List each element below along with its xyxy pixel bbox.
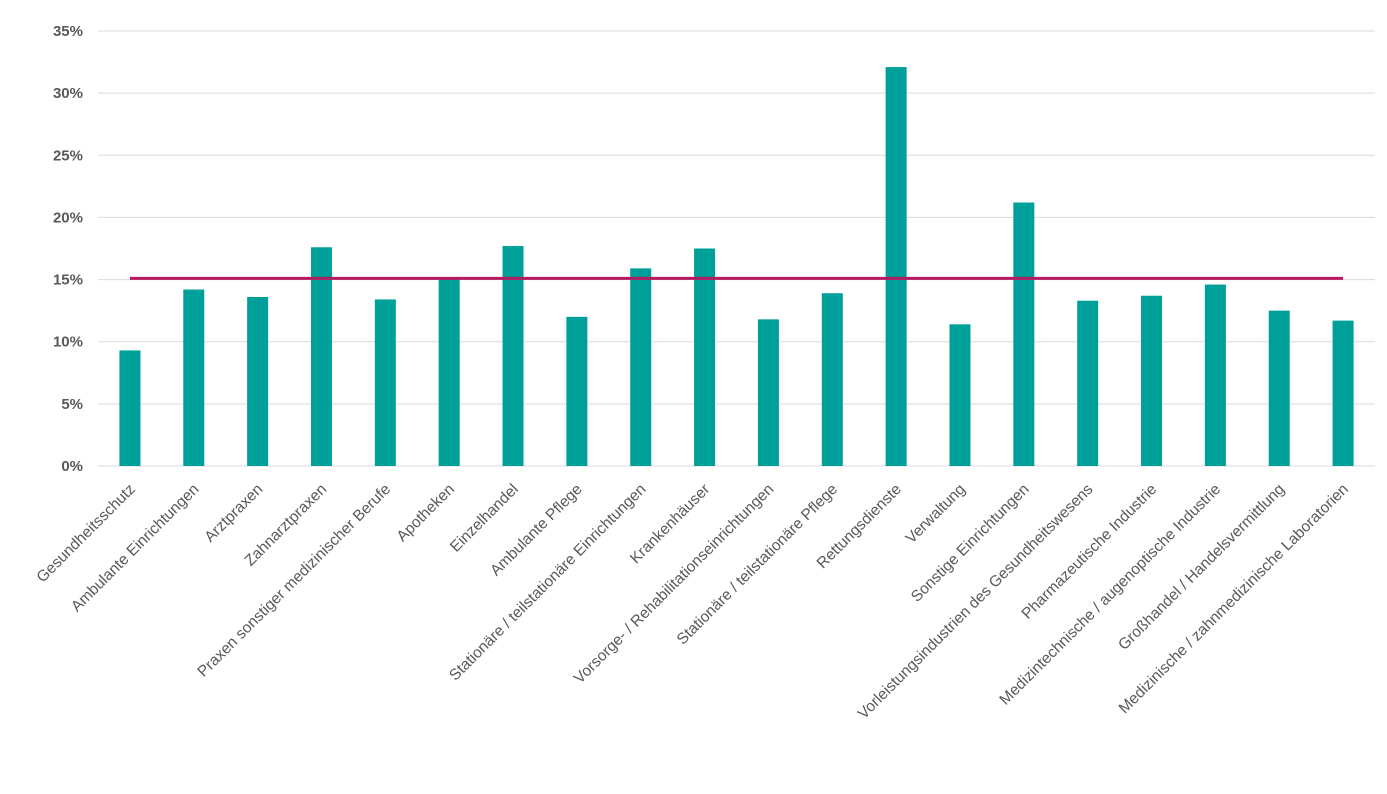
x-tick-label: Apotheken: [394, 481, 458, 545]
y-tick-label: 20%: [53, 209, 83, 226]
gridlines: [98, 30, 1375, 467]
bar: [949, 324, 971, 466]
x-tick-label: Verwaltung: [903, 481, 969, 547]
x-tick-label: Vorleistungsindustrien des Gesundheitswe…: [855, 481, 1097, 723]
y-axis-ticks: 0% 5% 10% 15% 20% 25% 30% 35%: [53, 23, 83, 475]
y-tick-label: 15%: [53, 272, 83, 289]
bar: [119, 350, 141, 466]
bar: [374, 299, 396, 466]
bar: [1332, 320, 1354, 466]
bar: [566, 316, 588, 466]
bar: [694, 248, 716, 466]
x-tick-label: Arztpraxen: [201, 481, 266, 546]
x-tick-label: Medizinische / zahnmedizinische Laborato…: [1116, 481, 1352, 717]
bar: [885, 67, 907, 467]
bar: [502, 246, 524, 466]
bar: [247, 296, 269, 466]
y-tick-label: 25%: [53, 147, 83, 164]
bar: [310, 247, 332, 466]
bar: [183, 289, 205, 466]
y-tick-label: 35%: [53, 23, 83, 40]
y-tick-label: 10%: [53, 334, 83, 351]
x-tick-label: Sonstige Einrichtungen: [908, 481, 1033, 606]
bar: [438, 279, 460, 466]
y-tick-label: 30%: [53, 85, 83, 102]
bar: [1204, 284, 1226, 466]
x-tick-label: Pharmazeutische Industrie: [1019, 481, 1161, 623]
bar: [1013, 202, 1035, 466]
bars: [119, 67, 1354, 467]
y-tick-label: 5%: [61, 396, 83, 413]
bar: [1268, 310, 1290, 466]
bar: [757, 319, 779, 466]
bar: [1141, 295, 1163, 466]
bar: [1077, 300, 1099, 466]
bar: [630, 268, 652, 466]
bar: [821, 293, 843, 466]
x-tick-label: Ambulante Einrichtungen: [68, 481, 202, 615]
x-tick-label: Medizintechnische / augenoptische Indust…: [996, 481, 1224, 709]
y-tick-label: 0%: [61, 458, 83, 475]
